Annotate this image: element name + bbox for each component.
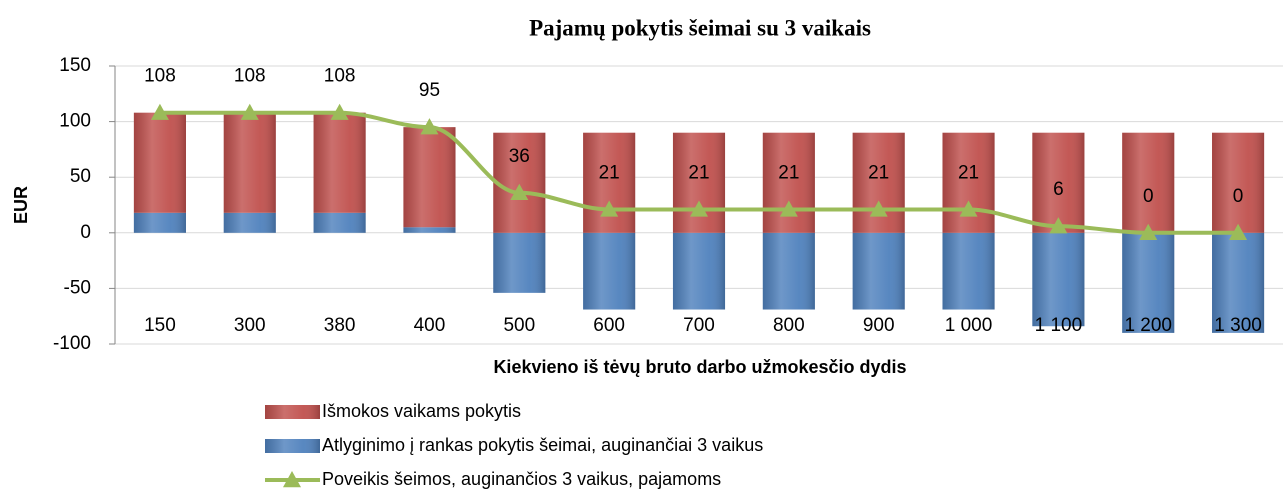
x-tick-label: 1 200 — [1124, 315, 1172, 336]
legend-sheen — [265, 439, 320, 453]
bar-sheen — [493, 132, 546, 233]
data-label: 108 — [144, 66, 176, 87]
line-marker — [1139, 223, 1158, 240]
bar-sheen — [1212, 232, 1265, 333]
line-marker — [959, 200, 978, 217]
data-label: 21 — [958, 162, 979, 183]
bar-sheen — [403, 227, 456, 233]
bar-sheen — [133, 212, 186, 233]
line-marker — [240, 103, 259, 120]
bar-sheen — [313, 212, 366, 233]
x-tick-label: 500 — [503, 315, 535, 336]
x-tick-label: 150 — [144, 315, 176, 336]
legend: Išmokos vaikams pokytis Atlyginimo į rank… — [265, 401, 763, 489]
line-marker — [510, 183, 529, 200]
data-label: 21 — [778, 162, 799, 183]
legend-marker — [283, 471, 301, 488]
legend-label: Atlyginimo į rankas pokytis šeimai, augi… — [322, 435, 763, 455]
legend-label: Išmokos vaikams pokytis — [322, 401, 521, 421]
y-tick-label: 150 — [59, 55, 91, 76]
line-marker — [600, 200, 619, 217]
bar-sheen — [1122, 232, 1175, 333]
data-label: 36 — [509, 146, 530, 167]
bar-sheen — [1032, 232, 1085, 327]
data-label: 108 — [234, 66, 266, 87]
x-axis-title: Kiekvieno iš tėvų bruto darbo užmokesčio… — [493, 357, 906, 377]
bar-sheen — [672, 232, 726, 310]
bar-sheen — [762, 232, 815, 310]
legend-label: Poveikis šeimos, auginančios 3 vaikus, p… — [322, 469, 721, 489]
bar-sheen — [223, 212, 276, 233]
bar-sheen — [133, 112, 186, 213]
bar-sheen — [942, 232, 995, 310]
y-tick-label: 0 — [80, 222, 91, 243]
legend-sheen — [265, 405, 320, 419]
data-label: 0 — [1233, 186, 1244, 207]
y-tick-label: 100 — [59, 111, 91, 132]
y-axis-title: EUR — [11, 186, 31, 224]
data-label: 95 — [419, 80, 440, 101]
bar-sheen — [403, 127, 456, 228]
y-tick-label: -50 — [64, 277, 91, 298]
x-tick-label: 700 — [683, 315, 715, 336]
x-tick-label: 380 — [324, 315, 356, 336]
x-tick-label: 1 000 — [945, 315, 993, 336]
line-marker — [420, 118, 439, 135]
data-label: 21 — [599, 162, 620, 183]
line-marker — [150, 103, 169, 120]
x-tick-label: 1 100 — [1035, 315, 1083, 336]
x-tick-label: 400 — [414, 315, 446, 336]
chart-title: Pajamų pokytis šeimai su 3 vaikais — [529, 15, 871, 40]
bar-sheen — [493, 232, 546, 293]
bar-sheen — [223, 112, 276, 213]
x-tick-label: 800 — [773, 315, 805, 336]
line-marker — [1229, 223, 1248, 240]
y-tick-label: -100 — [53, 333, 91, 354]
bar-sheen — [1212, 132, 1265, 233]
bar-sheen — [1122, 132, 1175, 233]
bar-sheen — [313, 112, 366, 213]
line-marker — [869, 200, 888, 217]
x-tick-label: 600 — [593, 315, 625, 336]
data-label: 21 — [868, 162, 889, 183]
bar-sheen — [1032, 132, 1085, 233]
data-label: 0 — [1143, 186, 1154, 207]
bar-sheen — [583, 232, 636, 310]
x-tick-label: 300 — [234, 315, 266, 336]
data-label: 6 — [1053, 179, 1064, 200]
bar-sheen — [852, 232, 905, 310]
line-marker — [690, 200, 708, 217]
line-marker — [330, 103, 349, 120]
line-marker — [779, 200, 798, 217]
x-tick-label: 900 — [863, 315, 895, 336]
y-tick-label: 50 — [70, 166, 91, 187]
x-tick-label: 1 300 — [1214, 315, 1262, 336]
line-marker — [1049, 217, 1068, 234]
data-label: 108 — [324, 66, 356, 87]
data-label: 21 — [688, 162, 709, 183]
